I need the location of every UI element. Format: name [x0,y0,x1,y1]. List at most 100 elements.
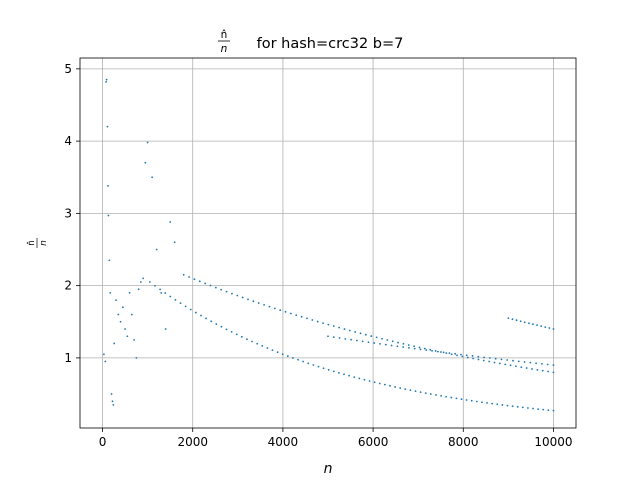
x-tick-label: 0 [99,435,107,449]
data-point [148,281,151,283]
data-point [159,288,162,291]
data-point [302,360,305,363]
data-point [466,356,469,359]
data-point [174,298,177,301]
data-point [488,357,491,359]
data-point [548,327,551,329]
data-point [402,346,405,348]
y-tick-label: 3 [64,206,72,220]
chart-title: for hash=crc32 b=7 [257,36,404,52]
data-point [425,349,428,352]
data-point [316,320,319,323]
data-point [119,320,122,323]
data-point [424,392,427,395]
data-point [363,378,366,381]
data-point [164,292,167,294]
data-point [247,298,249,301]
data-point [105,78,108,81]
y-axis-label-denominator: n [39,240,49,246]
data-point [509,364,512,367]
data-point [370,335,373,337]
chart-title-numerator: n̂ [221,29,228,41]
data-point [327,368,330,371]
data-point [373,342,376,344]
data-point [506,404,509,407]
data-point [353,376,356,378]
data-point [108,259,111,262]
data-point [531,368,533,370]
data-point [397,341,399,344]
data-point [188,276,190,278]
data-point [193,278,196,281]
x-tick-label: 10000 [534,435,572,449]
data-point [295,314,298,317]
data-point [440,351,442,353]
data-point [142,277,145,280]
data-point [292,357,294,359]
data-point [338,326,341,329]
data-point [338,371,340,374]
data-point [284,310,287,313]
data-point [103,353,105,356]
data-point [317,365,320,368]
data-point [273,307,276,310]
data-point [359,332,362,335]
data-point [472,357,474,360]
data-point [496,403,499,406]
data-point [547,409,550,412]
data-point [409,389,412,392]
data-point [413,345,416,348]
data-point [460,353,462,356]
data-point [231,292,233,295]
data-point [517,360,520,363]
data-point [408,346,410,349]
data-point [516,405,519,408]
y-tick-label: 4 [64,134,72,148]
data-point [465,399,468,401]
data-point [525,367,528,369]
data-point [456,354,458,357]
data-point [327,323,330,326]
data-point [481,401,483,404]
x-tick-label: 2000 [177,435,208,449]
data-point [527,322,530,325]
data-point [225,328,228,331]
data-point [511,318,514,321]
data-point [205,317,207,320]
data-point [348,329,351,332]
data-point [256,342,259,345]
data-point [512,359,514,362]
data-point [461,355,464,358]
data-point [139,281,142,283]
data-point [471,355,474,357]
data-point [396,345,399,348]
data-point [210,320,213,323]
data-point [511,405,514,408]
data-point [117,313,120,316]
data-point [546,363,549,366]
data-point [164,328,167,330]
data-point [236,294,239,297]
data-point [281,353,284,356]
data-point [491,402,494,405]
data-point [344,337,347,340]
data-point [107,214,110,217]
data-point [350,338,353,341]
data-point [133,338,136,341]
data-point [435,394,437,396]
data-point [109,291,112,294]
y-axis-label: n̂ n [26,238,49,248]
data-point [128,291,131,294]
data-point [552,328,555,330]
data-point [365,333,367,336]
data-point [268,305,271,308]
data-point [241,296,244,299]
data-point [454,352,457,355]
data-point [135,357,138,359]
data-point [144,161,147,164]
plot-frame [79,57,577,429]
data-point [169,295,172,298]
data-point [266,347,269,349]
data-point [332,325,335,328]
data-point [515,319,518,322]
